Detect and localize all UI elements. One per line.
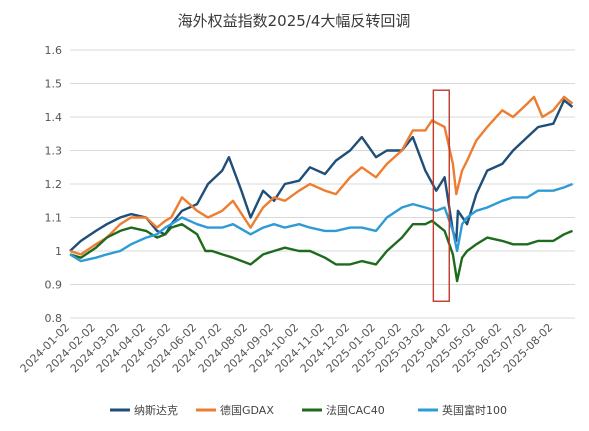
y-tick-label: 1.4 <box>45 111 63 124</box>
y-tick-label: 1.6 <box>45 44 63 57</box>
y-tick-label: 1 <box>55 245 62 258</box>
series-lines <box>69 95 574 283</box>
legend-label: 德国GDAX <box>220 403 274 417</box>
legend-label: 纳斯达克 <box>134 404 178 417</box>
y-tick-label: 1.2 <box>45 178 63 191</box>
series-line-3 <box>69 182 573 263</box>
series-line-2 <box>69 219 573 283</box>
legend: 纳斯达克 德国GDAX 法国CAC40 英国富时100 <box>110 403 507 417</box>
y-tick-label: 1.5 <box>45 78 63 91</box>
y-axis-ticks: 0.8 0.9 1 1.1 1.2 1.3 1.4 1.5 1.6 <box>45 44 63 325</box>
series-line-0 <box>69 99 574 252</box>
y-tick-label: 0.8 <box>45 312 63 325</box>
x-axis-ticks: 2024-01-022024-02-022024-03-022024-04-02… <box>18 321 556 375</box>
highlight-box <box>432 89 450 302</box>
y-tick-label: 1.3 <box>45 145 63 158</box>
grid-lines <box>70 49 575 319</box>
series-line-1 <box>69 95 574 256</box>
chart-title: 海外权益指数2025/4大幅反转回调 <box>178 12 411 30</box>
highlight-rectangle <box>432 89 450 302</box>
legend-label: 英国富时100 <box>442 403 507 417</box>
y-tick-label: 0.9 <box>45 279 63 292</box>
y-tick-label: 1.1 <box>45 212 63 225</box>
legend-label: 法国CAC40 <box>326 403 385 417</box>
